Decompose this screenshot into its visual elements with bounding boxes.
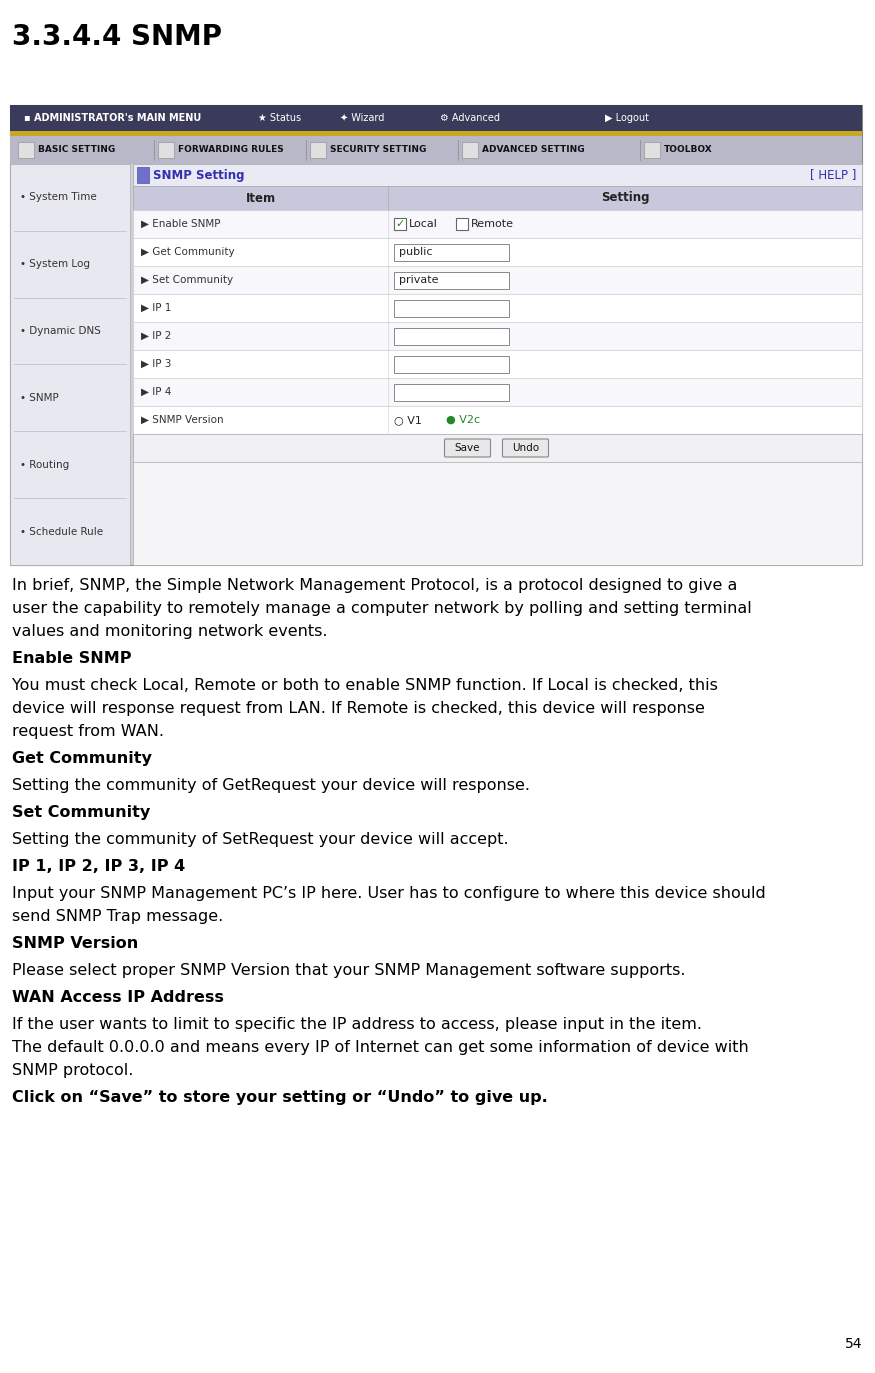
Text: SNMP protocol.: SNMP protocol. xyxy=(12,1063,133,1078)
Text: [ HELP ]: [ HELP ] xyxy=(809,169,856,181)
Text: ● V2c: ● V2c xyxy=(446,415,480,426)
Bar xyxy=(137,168,149,183)
Bar xyxy=(394,299,509,317)
FancyBboxPatch shape xyxy=(502,439,549,457)
Text: device will response request from LAN. If Remote is checked, this device will re: device will response request from LAN. I… xyxy=(12,702,705,715)
Text: • Routing: • Routing xyxy=(20,460,69,470)
Bar xyxy=(644,141,660,158)
Bar xyxy=(133,350,862,378)
Bar xyxy=(10,130,862,136)
Text: • SNMP: • SNMP xyxy=(20,393,59,402)
Text: ▶ IP 3: ▶ IP 3 xyxy=(141,358,172,369)
Text: Get Community: Get Community xyxy=(12,751,152,766)
Text: Local: Local xyxy=(410,220,438,229)
FancyBboxPatch shape xyxy=(444,439,491,457)
Text: SNMP Version: SNMP Version xyxy=(12,936,138,951)
Text: SECURITY SETTING: SECURITY SETTING xyxy=(330,146,426,155)
Bar xyxy=(133,266,862,294)
Bar xyxy=(10,163,130,566)
Text: ▶ Logout: ▶ Logout xyxy=(605,113,649,124)
Bar xyxy=(133,294,862,323)
Bar xyxy=(394,356,509,372)
Text: Enable SNMP: Enable SNMP xyxy=(12,651,131,666)
Text: ADVANCED SETTING: ADVANCED SETTING xyxy=(482,146,584,155)
Bar xyxy=(394,328,509,345)
Text: ▶ IP 1: ▶ IP 1 xyxy=(141,303,172,313)
Text: Setting the community of SetRequest your device will accept.: Setting the community of SetRequest your… xyxy=(12,832,508,847)
Bar xyxy=(462,141,478,158)
Text: ▶ IP 2: ▶ IP 2 xyxy=(141,331,172,341)
Text: Input your SNMP Management PC’s IP here. User has to configure to where this dev: Input your SNMP Management PC’s IP here.… xyxy=(12,886,766,901)
Text: private: private xyxy=(399,275,438,286)
Bar xyxy=(10,104,862,130)
Text: If the user wants to limit to specific the IP address to access, please input in: If the user wants to limit to specific t… xyxy=(12,1017,702,1032)
Bar xyxy=(133,238,862,266)
Text: Setting the community of GetRequest your device will response.: Setting the community of GetRequest your… xyxy=(12,778,530,794)
Text: WAN Access IP Address: WAN Access IP Address xyxy=(12,990,224,1005)
Text: request from WAN.: request from WAN. xyxy=(12,724,164,739)
Text: ▶ SNMP Version: ▶ SNMP Version xyxy=(141,415,224,426)
Bar xyxy=(10,104,862,566)
Bar xyxy=(394,272,509,288)
Bar xyxy=(133,210,862,238)
Text: 54: 54 xyxy=(844,1337,862,1351)
Text: Please select proper SNMP Version that your SNMP Management software supports.: Please select proper SNMP Version that y… xyxy=(12,962,685,978)
Bar xyxy=(133,163,862,185)
Text: • System Log: • System Log xyxy=(20,259,90,269)
Text: Set Community: Set Community xyxy=(12,805,150,820)
Bar xyxy=(394,218,406,231)
Text: ▪ ADMINISTRATOR's MAIN MENU: ▪ ADMINISTRATOR's MAIN MENU xyxy=(24,113,201,124)
Text: user the capability to remotely manage a computer network by polling and setting: user the capability to remotely manage a… xyxy=(12,601,752,616)
Text: • System Time: • System Time xyxy=(20,192,97,202)
Bar xyxy=(394,243,509,261)
Text: Save: Save xyxy=(455,443,480,453)
Bar xyxy=(133,323,862,350)
Bar xyxy=(10,136,862,163)
Text: ✦ Wizard: ✦ Wizard xyxy=(340,113,384,124)
Text: TOOLBOX: TOOLBOX xyxy=(664,146,713,155)
Bar xyxy=(158,141,174,158)
Bar xyxy=(456,218,468,231)
Text: Undo: Undo xyxy=(512,443,539,453)
Text: Click on “Save” to store your setting or “Undo” to give up.: Click on “Save” to store your setting or… xyxy=(12,1090,548,1105)
Text: The default 0.0.0.0 and means every IP of Internet can get some information of d: The default 0.0.0.0 and means every IP o… xyxy=(12,1039,749,1054)
Bar xyxy=(133,163,862,566)
Bar xyxy=(18,141,34,158)
Text: Item: Item xyxy=(246,191,276,205)
Bar xyxy=(310,141,326,158)
Bar xyxy=(133,378,862,406)
Bar xyxy=(133,185,862,210)
Text: ▶ Enable SNMP: ▶ Enable SNMP xyxy=(141,220,220,229)
Text: In brief, SNMP, the Simple Network Management Protocol, is a protocol designed t: In brief, SNMP, the Simple Network Manag… xyxy=(12,578,738,593)
Text: • Schedule Rule: • Schedule Rule xyxy=(20,527,103,537)
Text: IP 1, IP 2, IP 3, IP 4: IP 1, IP 2, IP 3, IP 4 xyxy=(12,859,185,875)
Text: You must check Local, Remote or both to enable SNMP function. If Local is checke: You must check Local, Remote or both to … xyxy=(12,678,718,693)
Text: ○ V1: ○ V1 xyxy=(394,415,422,426)
Text: ✓: ✓ xyxy=(396,220,404,229)
Text: BASIC SETTING: BASIC SETTING xyxy=(38,146,116,155)
Text: values and monitoring network events.: values and monitoring network events. xyxy=(12,623,327,638)
Text: public: public xyxy=(399,247,432,257)
Bar xyxy=(133,434,862,461)
Text: ⚙ Advanced: ⚙ Advanced xyxy=(440,113,500,124)
Bar xyxy=(394,383,509,401)
Bar xyxy=(133,406,862,434)
Text: ▶ IP 4: ▶ IP 4 xyxy=(141,387,172,397)
Text: SNMP Setting: SNMP Setting xyxy=(153,169,244,181)
Text: ▶ Get Community: ▶ Get Community xyxy=(141,247,234,257)
Text: Setting: Setting xyxy=(601,191,649,205)
Text: • Dynamic DNS: • Dynamic DNS xyxy=(20,325,101,336)
Text: 3.3.4.4 SNMP: 3.3.4.4 SNMP xyxy=(12,23,222,51)
Text: Remote: Remote xyxy=(471,220,514,229)
Text: FORWARDING RULES: FORWARDING RULES xyxy=(178,146,284,155)
Text: send SNMP Trap message.: send SNMP Trap message. xyxy=(12,909,223,924)
Text: ★ Status: ★ Status xyxy=(258,113,301,124)
Text: ▶ Set Community: ▶ Set Community xyxy=(141,275,233,286)
